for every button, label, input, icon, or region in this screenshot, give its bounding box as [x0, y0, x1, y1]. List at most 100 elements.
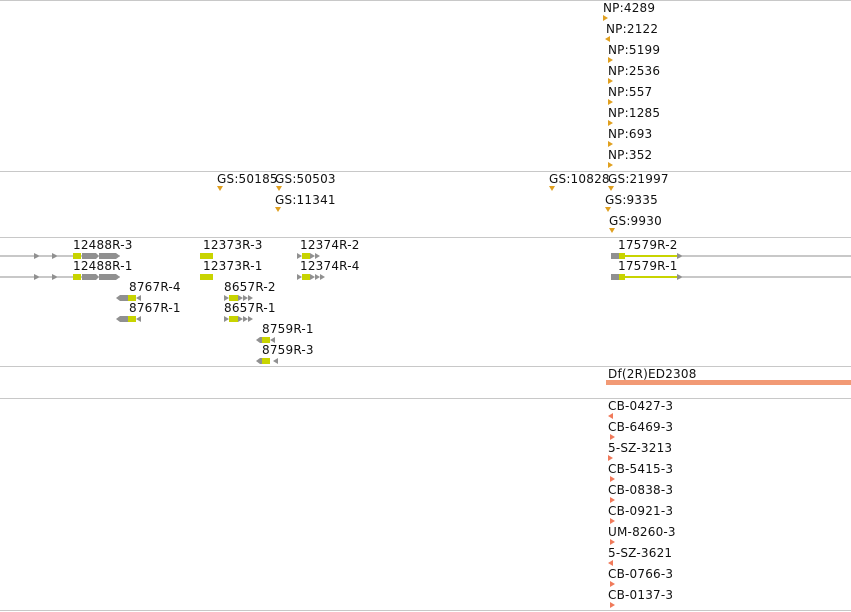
insertion-marker-icon[interactable]: [608, 57, 613, 63]
insertion-marker-icon[interactable]: [608, 141, 613, 147]
rnai-amplicon-label[interactable]: 17579R-2: [618, 238, 678, 252]
insertion-marker-icon[interactable]: [608, 120, 613, 126]
gene-arrow-icon: [273, 358, 278, 364]
rnai-amplicon-label[interactable]: 8759R-3: [262, 343, 314, 357]
insertion-marker-icon[interactable]: [610, 539, 615, 545]
insertion-marker-icon[interactable]: [610, 497, 615, 503]
gs-insertion-label[interactable]: GS:11341: [275, 193, 336, 207]
gene-arrow-icon: [310, 253, 315, 259]
insertion-marker-icon[interactable]: [610, 581, 615, 587]
insertion-marker-icon[interactable]: [608, 78, 613, 84]
rnai-amplicon-label[interactable]: 8657R-2: [224, 280, 276, 294]
rnai-amplicon-label[interactable]: 12488R-3: [73, 238, 133, 252]
gene-arrow-icon: [320, 274, 325, 280]
gene-arrow-icon: [270, 337, 275, 343]
insertion-marker-icon[interactable]: [608, 162, 613, 168]
insertion-marker-icon[interactable]: [608, 186, 614, 191]
amplicon-glyph: [302, 253, 310, 259]
amplicon-glyph: [200, 253, 213, 259]
amplicon-glyph: [302, 274, 310, 280]
gene-arrow-icon: [256, 358, 262, 364]
gene-arrow-icon: [224, 295, 229, 301]
insertion-marker-icon[interactable]: [217, 186, 223, 191]
cb-insertion-label[interactable]: CB-0921-3: [608, 504, 674, 518]
gs-insertion-label[interactable]: GS:10828: [549, 172, 610, 186]
insertion-marker-icon[interactable]: [608, 455, 613, 461]
gene-arrow-icon: [52, 253, 58, 259]
insertion-marker-icon[interactable]: [610, 602, 615, 608]
insertion-marker-icon[interactable]: [608, 560, 613, 566]
cb-insertion-label[interactable]: UM-8260-3: [608, 525, 676, 539]
gene-arrow-icon: [248, 316, 253, 322]
insertion-marker-icon[interactable]: [609, 228, 615, 233]
cb-insertion-label[interactable]: CB-0137-3: [608, 588, 674, 602]
gene-arrow-icon: [116, 316, 128, 322]
rnai-amplicon-label[interactable]: 12373R-1: [203, 259, 263, 273]
rnai-amplicon-label[interactable]: 8759R-1: [262, 322, 314, 336]
insertion-marker-icon[interactable]: [610, 434, 615, 440]
insertion-marker-icon[interactable]: [605, 207, 611, 212]
gene-arrow-icon: [82, 253, 99, 259]
np-insertion-label[interactable]: NP:352: [608, 148, 653, 162]
gene-arrow-icon: [238, 316, 243, 322]
gene-arrow-icon: [297, 253, 302, 259]
insertion-marker-icon[interactable]: [608, 99, 613, 105]
deficiency-label[interactable]: Df(2R)ED2308: [608, 367, 697, 381]
gs-insertion-label[interactable]: GS:9335: [605, 193, 658, 207]
cb-insertion-label[interactable]: CB-5415-3: [608, 462, 674, 476]
gene-arrow-icon: [248, 295, 253, 301]
rnai-amplicon-label[interactable]: 8767R-1: [129, 301, 181, 315]
amplicon-glyph: [619, 274, 625, 280]
rnai-amplicon-label[interactable]: 8657R-1: [224, 301, 276, 315]
rnai-amplicon-label[interactable]: 17579R-1: [618, 259, 678, 273]
np-insertion-label[interactable]: NP:2122: [606, 22, 659, 36]
gene-arrow-icon: [243, 295, 248, 301]
np-insertion-label[interactable]: NP:693: [608, 127, 653, 141]
insertion-marker-icon[interactable]: [610, 518, 615, 524]
rnai-amplicon-label[interactable]: 8767R-4: [129, 280, 181, 294]
track-divider: [0, 0, 851, 1]
gene-arrow-icon: [136, 295, 141, 301]
np-insertion-label[interactable]: NP:5199: [608, 43, 661, 57]
insertion-marker-icon[interactable]: [603, 15, 608, 21]
track-divider: [0, 366, 851, 367]
np-insertion-label[interactable]: NP:557: [608, 85, 653, 99]
amplicon-glyph: [128, 316, 136, 322]
cb-insertion-label[interactable]: CB-6469-3: [608, 420, 674, 434]
gene-arrow-icon: [256, 337, 262, 343]
track-divider: [0, 171, 851, 172]
insertion-marker-icon[interactable]: [605, 36, 610, 42]
rnai-amplicon-label[interactable]: 12488R-1: [73, 259, 133, 273]
gene-arrow-icon: [238, 295, 243, 301]
rnai-amplicon-label[interactable]: 12374R-4: [300, 259, 360, 273]
cb-insertion-label[interactable]: CB-0838-3: [608, 483, 674, 497]
gene-arrow-icon: [297, 274, 302, 280]
np-insertion-label[interactable]: NP:1285: [608, 106, 661, 120]
cb-insertion-label[interactable]: CB-0766-3: [608, 567, 674, 581]
rnai-amplicon-label[interactable]: 12374R-2: [300, 238, 360, 252]
cb-insertion-label[interactable]: 5-SZ-3213: [608, 441, 673, 455]
gene-arrow-icon: [315, 253, 320, 259]
np-insertion-label[interactable]: NP:4289: [603, 1, 656, 15]
insertion-marker-icon[interactable]: [276, 186, 282, 191]
gs-insertion-label[interactable]: GS:21997: [608, 172, 669, 186]
gs-insertion-label[interactable]: GS:9930: [609, 214, 662, 228]
insertion-marker-icon[interactable]: [549, 186, 555, 191]
deficiency-bar[interactable]: [606, 380, 851, 385]
gs-insertion-label[interactable]: GS:50185: [217, 172, 278, 186]
np-insertion-label[interactable]: NP:2536: [608, 64, 661, 78]
amplicon-glyph: [229, 316, 238, 322]
gene-block: [611, 253, 619, 259]
gs-insertion-label[interactable]: GS:50503: [275, 172, 336, 186]
insertion-marker-icon[interactable]: [275, 207, 281, 212]
cb-insertion-label[interactable]: CB-0427-3: [608, 399, 674, 413]
gene-arrow-icon: [52, 274, 58, 280]
gene-arrow-icon: [34, 253, 40, 259]
cb-insertion-label[interactable]: 5-SZ-3621: [608, 546, 673, 560]
track-divider: [0, 610, 851, 611]
insertion-marker-icon[interactable]: [610, 476, 615, 482]
insertion-marker-icon[interactable]: [608, 413, 613, 419]
rnai-amplicon-label[interactable]: 12373R-3: [203, 238, 263, 252]
